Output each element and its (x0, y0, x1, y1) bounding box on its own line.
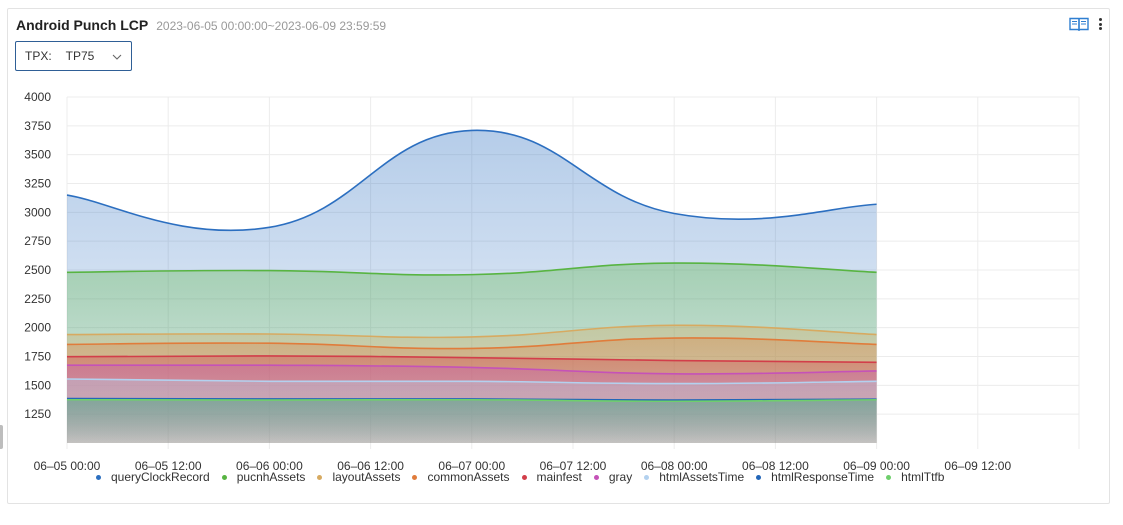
y-tick-label: 4000 (24, 90, 51, 104)
legend-dot (756, 474, 762, 480)
line-gray (66, 364, 877, 375)
legend-dot (317, 474, 323, 480)
legend-dot (521, 474, 527, 480)
legend-label: htmlResponseTime (771, 470, 875, 484)
line-htmlAssetsTime (66, 378, 877, 385)
x-tick-label: 06–09 12:00 (944, 459, 1011, 473)
x-tick-label: 06–06 00:00 (236, 459, 303, 473)
more-vertical-icon[interactable] (1097, 16, 1103, 32)
legend-label: htmlAssetsTime (659, 470, 745, 484)
legend-dot (221, 474, 227, 480)
legend-item[interactable]: pucnhAssets (221, 470, 306, 484)
line-commonAssets (66, 337, 877, 350)
y-tick-label: 1750 (24, 350, 51, 364)
y-tick-label: 3000 (24, 205, 51, 219)
y-tick-label: 3500 (24, 148, 51, 162)
y-tick-label: 1250 (24, 407, 51, 421)
legend-dot (593, 474, 599, 480)
header-actions (1069, 16, 1103, 32)
y-tick-label: 3250 (24, 177, 51, 191)
axes: 4000 3750 3500 3250 3000 2750 2500 2250 2000 1750… (24, 90, 1011, 473)
legend-item[interactable]: htmlTtfb (886, 470, 944, 484)
line-pucnhAssets (66, 262, 877, 276)
x-tick-label: 06–07 12:00 (540, 459, 607, 473)
legend-label: pucnhAssets (236, 470, 306, 484)
y-tick-label: 1500 (24, 378, 51, 392)
x-tick-label: 06–08 00:00 (641, 459, 708, 473)
legend-label: queryClockRecord (111, 470, 210, 484)
legend-item[interactable]: gray (593, 470, 633, 484)
tpx-label: TPX: (25, 49, 52, 63)
legend-label: commonAssets (427, 470, 510, 484)
legend-item[interactable]: htmlResponseTime (756, 470, 874, 484)
tpx-value: TP75 (65, 49, 95, 63)
chart-legend: queryClockRecord pucnhAssets layoutAssets c… (96, 470, 956, 484)
area-htmlTtfb (67, 399, 877, 443)
side-handle[interactable] (0, 425, 3, 449)
legend-label: gray (608, 470, 633, 484)
chevron-down-icon (112, 51, 122, 61)
legend-dot (412, 474, 418, 480)
legend-label: htmlTtfb (901, 470, 945, 484)
legend-item[interactable]: layoutAssets (317, 470, 400, 484)
y-tick-label: 2000 (24, 321, 51, 335)
chart-title: Android Punch LCP (16, 17, 149, 33)
legend-item[interactable]: queryClockRecord (96, 470, 210, 484)
legend-label: mainfest (536, 470, 582, 484)
y-tick-label: 2750 (24, 234, 51, 248)
legend-dot (644, 474, 650, 480)
legend-dot (96, 474, 101, 480)
line-htmlResponseTime (66, 397, 877, 401)
y-tick-label: 2250 (24, 292, 51, 306)
series-lines (66, 129, 877, 403)
x-tick-label: 06–05 00:00 (34, 459, 101, 473)
x-tick-label: 06–08 12:00 (742, 459, 809, 473)
legend-dot (886, 474, 892, 480)
chart-header: Android Punch LCP 2023-06-05 00:00:00~20… (16, 17, 386, 37)
y-tick-label: 3750 (24, 119, 51, 133)
legend-label: layoutAssets (332, 470, 401, 484)
book-icon[interactable] (1069, 16, 1089, 32)
tpx-select[interactable]: TPX: TP75 (15, 41, 132, 71)
area-fills (67, 130, 877, 443)
x-tick-label: 06–07 00:00 (438, 459, 505, 473)
line-htmlTtfb (66, 398, 877, 403)
line-layoutAssets (66, 324, 877, 339)
legend-item[interactable]: mainfest (521, 470, 582, 484)
legend-item[interactable]: htmlAssetsTime (644, 470, 744, 484)
x-tick-label: 06–05 12:00 (135, 459, 202, 473)
legend-item[interactable]: commonAssets (412, 470, 510, 484)
time-range: 2023-06-05 00:00:00~2023-06-09 23:59:59 (156, 19, 387, 33)
x-tick-label: 06–09 00:00 (843, 459, 910, 473)
line-mainfest (66, 355, 877, 364)
y-tick-label: 2500 (24, 263, 51, 277)
x-tick-label: 06–06 12:00 (337, 459, 404, 473)
line-queryClockRecord (66, 129, 877, 232)
